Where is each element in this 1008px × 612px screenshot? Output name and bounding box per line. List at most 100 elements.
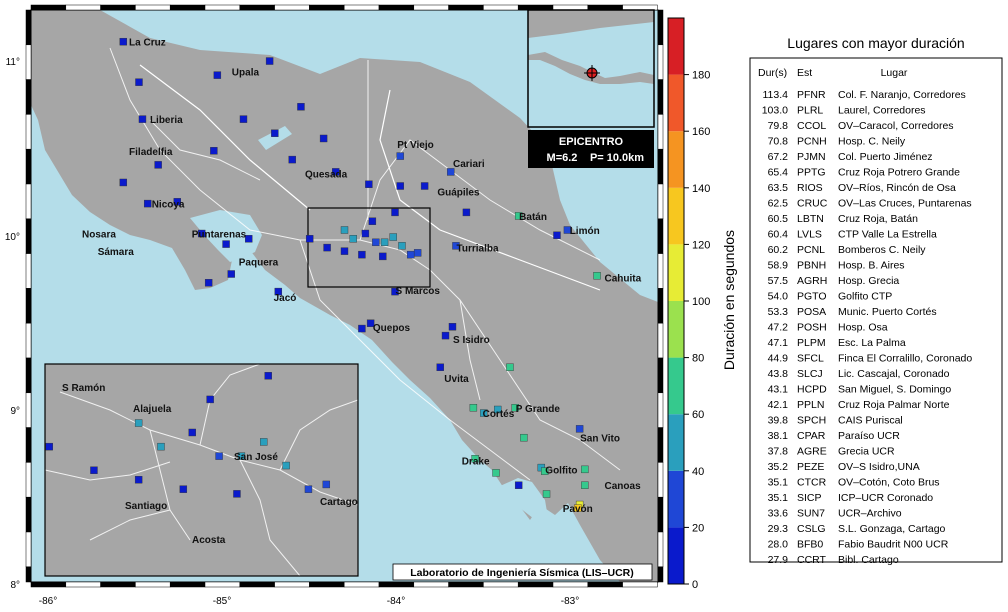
city-label: Upala [232,68,260,79]
frame-tick [25,44,32,80]
station-marker [436,363,444,371]
station-marker [380,238,389,247]
table-cell-dur: 70.8 [768,136,789,148]
inset-station-marker [264,372,272,380]
station-marker [396,182,404,190]
city-label: Cariari [453,159,485,170]
colorbar-segment [668,357,684,415]
table-row: 58.9 PBNH Hosp. B. Aires [768,260,905,272]
station-marker [358,324,366,333]
duration-table: Lugares con mayor duración Dur(s) Est Lu… [749,35,1003,566]
lake-arenal [258,126,292,150]
station-marker [462,208,471,217]
station-marker [575,425,584,433]
table-cell-est: CCRT [797,554,827,566]
table-row: 39.8 SPCH CAIS Puriscal [768,415,903,427]
city-label: Uvita [444,374,469,385]
station-marker [492,469,500,477]
city-label: Pavón [563,504,593,515]
table-cell-est: PLRL [797,105,823,117]
table-cell-est: PLPM [797,337,826,349]
colorbar-segment [668,527,684,584]
table-cell-dur: 33.6 [768,508,789,520]
station-marker [210,147,218,155]
frame-tick [657,566,664,583]
colorbar-tick-label: 180 [692,70,710,82]
inset-station-marker [134,476,143,484]
table-cell-dur: 67.2 [768,151,789,163]
table-cell-est: POSA [797,306,826,318]
colorbar-tick-label: 100 [692,296,710,308]
lon-tick-label: -83° [561,596,579,607]
table-cell-dur: 43.8 [768,368,789,380]
lat-tick-label: 11° [6,57,20,68]
city-label: S Isidro [453,335,490,346]
station-marker [332,168,340,176]
table-cell-est: CSLG [797,523,826,535]
station-marker [372,238,380,247]
table-row: 79.8 CCOL OV–Caracol, Corredores [768,120,954,132]
credit-box: Laboratorio de Ingeniería Sísmica (LIS–U… [392,563,653,581]
colorbar-segment [668,131,684,188]
table-row: 103.0 PLRL Laurel, Corredores [762,105,926,117]
city-label: Paquera [239,258,279,269]
inset-city-label: Acosta [192,535,226,546]
frame-tick [378,581,415,588]
colorbar-segment [668,187,684,245]
table-cell-lugar: Finca El Corralillo, Coronado [838,353,972,365]
table-cell-dur: 35.1 [768,477,789,489]
table-header-est: Est [797,67,812,79]
frame-tick [100,581,136,588]
city-label: La Cruz [129,38,166,49]
table-cell-lugar: Col. F. Naranjo, Corredores [838,89,966,101]
table-cell-dur: 27.9 [768,554,789,566]
frame-tick [657,183,664,220]
city-label: Puntarenas [192,230,247,241]
table-cell-dur: 54.0 [768,291,789,303]
table-cell-est: LVLS [797,229,822,241]
epicenter-marker [584,65,600,81]
station-marker [391,287,399,296]
table-row: 35.1 SICP ICP–UCR Coronado [768,492,934,504]
inset-station-marker [237,452,246,460]
map-frame-ticks [25,4,664,588]
city-label: Drake [462,457,490,468]
table-cell-lugar: CAIS Puriscal [838,415,903,427]
station-marker [222,240,230,248]
frame-tick [204,4,241,11]
table-row: 67.2 PJMN Col. Puerto Jiménez [768,151,933,163]
table-cell-dur: 60.5 [768,213,789,225]
table-row: 44.9 SFCL Finca El Corralillo, Coronado [768,353,973,365]
inset-city-label: Alajuela [133,404,172,415]
station-marker [305,235,314,243]
station-marker [514,212,523,220]
frame-tick [657,357,664,394]
table-cell-lugar: UCR–Archivo [838,508,902,520]
station-marker [448,323,457,331]
table-cell-lugar: Lic. Cascajal, Coronado [838,368,950,380]
frame-tick [413,4,449,11]
inset-station-marker [282,461,290,470]
frame-tick [657,496,664,533]
table-cell-dur: 28.0 [768,539,789,551]
table-row: 35.1 CTCR OV–Cotón, Coto Brus [768,477,940,489]
city-label: S Marcos [396,286,441,297]
inset-station-marker [179,485,188,493]
table-cell-lugar: CTP Valle La Estrella [838,229,937,241]
table-cell-lugar: Cruz Roja Palmar Norte [838,399,950,411]
frame-tick [25,288,32,324]
table-cell-est: CPAR [797,430,826,442]
inset-station-marker [188,428,196,437]
city-label: Nosara [82,230,116,241]
table-row: 43.1 HCPD San Miguel, S. Domingo [768,384,952,396]
colorbar-segment [668,414,684,471]
table-row: 47.2 POSH Hosp. Osa [768,322,888,334]
table-cell-dur: 44.9 [768,353,789,365]
station-marker [245,235,253,243]
frame-tick [274,581,310,588]
frame-tick [135,4,171,11]
station-marker [271,129,279,137]
overview-inset [527,9,655,128]
table-cell-lugar: Bomberos C. Neily [838,244,926,256]
frame-tick [657,288,664,324]
